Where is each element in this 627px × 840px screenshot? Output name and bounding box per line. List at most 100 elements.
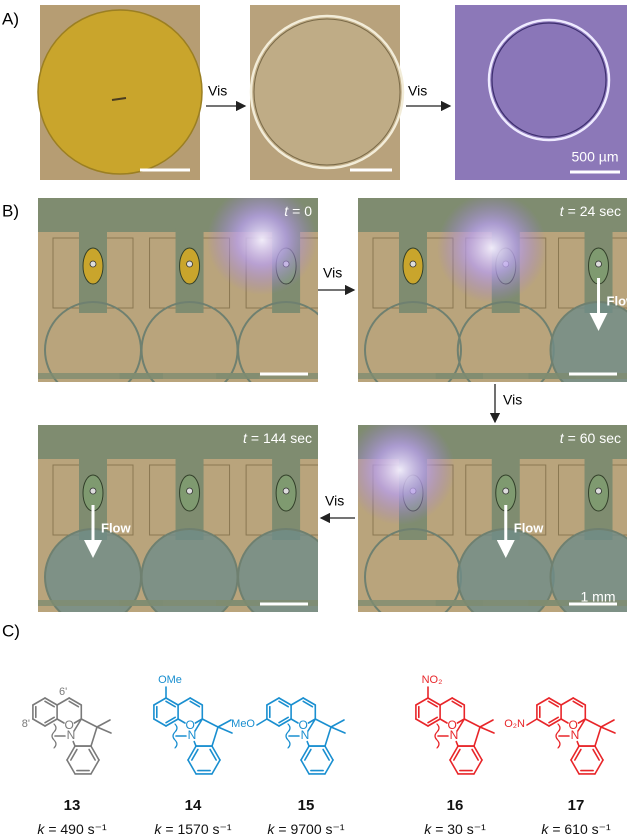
bond [189,700,201,708]
bond [330,719,345,728]
chamber [140,528,239,612]
pore [186,260,193,268]
bond [439,697,454,706]
flow-label: Flow [514,520,544,535]
bond [471,748,479,761]
bond [324,745,334,761]
bond [177,718,186,724]
text-part: t [560,430,565,446]
text-part: = 610 s⁻¹ [552,821,611,837]
bond [189,697,204,706]
bond [594,745,604,761]
micrograph [249,5,405,180]
compound-id: 16 [447,797,464,814]
bond [314,718,332,728]
panel-label: B) [2,201,19,220]
micrograph [455,5,627,180]
compound-id: 17 [568,797,585,814]
droplet [487,18,611,142]
pore [89,260,97,268]
bond [66,759,76,775]
molecule: ON MeO [231,697,346,775]
bond [560,718,569,724]
bond [153,697,167,706]
molecule: ON OMe [153,674,233,775]
bond [479,719,494,728]
bond [324,726,332,747]
atom-label: O [448,718,457,732]
bond [278,700,289,708]
chamber [364,301,462,382]
light-spot [207,198,317,295]
bond [548,718,562,727]
bond [32,697,46,706]
text-part: k [37,821,45,837]
wavy-bond [285,723,291,749]
bond [187,745,197,761]
text-part: = 0 [292,203,312,219]
bond [90,745,100,761]
bond [217,719,232,728]
bond [415,718,429,727]
channel [38,425,318,459]
bond [592,748,600,761]
bond [322,748,330,761]
rate-constant: k = 490 s⁻¹ [37,821,107,837]
bond [572,700,584,708]
bond [548,700,559,708]
text-part: k [267,821,275,837]
wavy-bond [172,723,178,749]
bond [451,700,463,708]
rate-constant: k = 1570 s⁻¹ [154,821,231,837]
bond [96,719,111,728]
bond [73,718,83,732]
bond [456,718,466,732]
text-part: k [154,821,162,837]
bond [68,697,83,706]
text-part: = 490 s⁻¹ [48,821,107,837]
locant: 6' [59,686,67,698]
rate-constant: k = 610 s⁻¹ [541,821,611,837]
atom-label: N [450,728,459,742]
bridge [435,600,576,606]
bond [201,718,219,728]
bridge [358,373,483,379]
chamber [237,528,318,612]
bond [165,718,179,727]
bond [44,697,58,706]
bond [153,718,167,727]
rate-constant: k = 30 s⁻¹ [424,821,486,837]
bond [536,718,550,727]
bond [165,700,176,708]
molecule: ON 6' 8' [22,686,112,775]
pore [282,487,290,495]
bridge [216,373,318,379]
bond [570,745,580,761]
bond [455,740,459,747]
bond [68,700,80,708]
arrow-label: Vis [408,83,427,99]
pore [502,487,510,495]
bond [56,718,65,724]
panel-label: C) [2,621,20,640]
atom-label: O₂N [504,718,525,730]
bond [72,740,76,747]
text-part: = 1570 s⁻¹ [165,821,231,837]
bond [32,718,46,727]
bond [266,697,280,706]
compound-id: 14 [185,797,202,814]
text-part: t [560,203,565,219]
droplet [249,14,405,170]
rate-constant: k = 9700 s⁻¹ [267,821,344,837]
bond [526,718,538,726]
bond [302,697,317,706]
bond [473,759,483,775]
bridge [119,373,260,379]
text-part: = 9700 s⁻¹ [278,821,344,837]
scale-label: 1 mm [581,589,616,605]
atom-label: O [569,718,578,732]
droplet-edge [491,22,607,138]
pore [595,487,602,495]
bond [427,718,441,727]
bond [415,697,429,706]
